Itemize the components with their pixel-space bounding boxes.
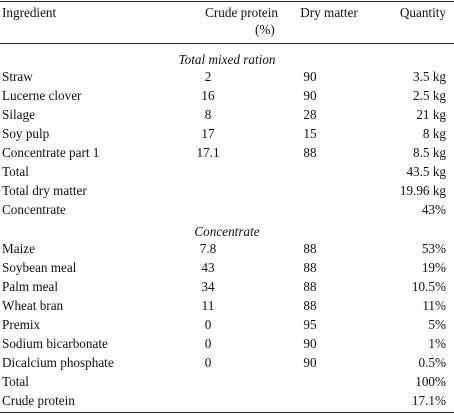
crude-protein-cell: 17.1	[196, 145, 220, 160]
header-row: Ingredient Crude protein Dry matter Quan…	[0, 4, 454, 22]
ingredient-cell: Maize	[2, 241, 35, 256]
quantity-cell: 19%	[421, 260, 446, 275]
quantity-cell: 43%	[421, 202, 446, 217]
header-rule	[0, 43, 454, 44]
crude-protein-cell: 2	[204, 69, 212, 84]
ingredient-cell: Straw	[2, 69, 33, 84]
ingredient-cell: Wheat bran	[2, 298, 64, 313]
dry-matter-cell: 90	[303, 336, 317, 351]
crude-protein-cell: 34	[201, 279, 215, 294]
ingredient-cell: Silage	[2, 107, 35, 122]
header-ingredient: Ingredient	[2, 5, 57, 20]
table-row: Crude protein 17.1%	[0, 392, 454, 410]
header-quantity: Quantity	[399, 5, 446, 20]
crude-protein-cell: 8	[204, 107, 212, 122]
bottom-rule	[0, 412, 454, 413]
quantity-cell: 2.5 kg	[413, 88, 446, 103]
crude-protein-cell: 0	[204, 336, 212, 351]
section-title-concentrate: Concentrate	[194, 224, 260, 239]
ingredient-cell: Total	[2, 374, 29, 389]
table-row: Straw 2 90 3.5 kg	[0, 68, 454, 86]
header-dry-matter: Dry matter	[300, 5, 358, 20]
ingredient-cell: Lucerne clover	[2, 88, 82, 103]
ingredient-cell: Dicalcium phosphate	[2, 355, 114, 370]
crude-protein-cell: 7.8	[199, 241, 217, 256]
quantity-cell: 10.5%	[411, 279, 446, 294]
quantity-cell: 21 kg	[416, 107, 446, 122]
table-row: Soy pulp 17 15 8 kg	[0, 125, 454, 143]
quantity-cell: 100%	[415, 374, 446, 389]
crude-protein-cell: 0	[204, 355, 212, 370]
top-rule	[0, 1, 454, 2]
quantity-cell: 8 kg	[422, 126, 446, 141]
dry-matter-cell: 90	[303, 69, 317, 84]
table-row: Concentrate part 1 17.1 88 8.5 kg	[0, 144, 454, 162]
crude-protein-cell: 11	[201, 298, 215, 313]
ingredient-cell: Concentrate part 1	[2, 145, 100, 160]
dry-matter-cell: 88	[303, 145, 317, 160]
ingredient-cell: Total dry matter	[2, 183, 87, 198]
dry-matter-cell: 90	[303, 355, 317, 370]
header-crude-protein: Crude protein	[205, 5, 278, 20]
ingredient-cell: Concentrate	[2, 202, 66, 217]
table-row: Maize 7.8 88 53%	[0, 240, 454, 258]
quantity-cell: 0.5%	[418, 355, 446, 370]
quantity-cell: 8.5 kg	[413, 145, 446, 160]
table-row: Total dry matter 19.96 kg	[0, 182, 454, 200]
crude-protein-cell: 43	[201, 260, 215, 275]
quantity-cell: 11%	[422, 298, 446, 313]
header-row-2: (%)	[0, 21, 454, 39]
table-row: Wheat bran 11 88 11%	[0, 297, 454, 315]
dry-matter-cell: 88	[303, 298, 317, 313]
dry-matter-cell: 88	[303, 279, 317, 294]
dry-matter-cell: 88	[303, 260, 317, 275]
table-row: Premix 0 95 5%	[0, 316, 454, 334]
dry-matter-cell: 90	[303, 88, 317, 103]
table-row: Palm meal 34 88 10.5%	[0, 278, 454, 296]
table-row: Dicalcium phosphate 0 90 0.5%	[0, 354, 454, 372]
table-row: Total 43.5 kg	[0, 163, 454, 181]
ingredient-cell: Crude protein	[2, 393, 75, 408]
quantity-cell: 3.5 kg	[413, 69, 446, 84]
quantity-cell: 5%	[428, 317, 446, 332]
quantity-cell: 17.1%	[411, 393, 446, 408]
table-row: Concentrate 43%	[0, 201, 454, 219]
quantity-cell: 43.5 kg	[406, 164, 446, 179]
table-row: Sodium bicarbonate 0 90 1%	[0, 335, 454, 353]
table-row: Lucerne clover 16 90 2.5 kg	[0, 87, 454, 105]
crude-protein-cell: 0	[204, 317, 212, 332]
table-row: Soybean meal 43 88 19%	[0, 259, 454, 277]
quantity-cell: 19.96 kg	[399, 183, 446, 198]
quantity-cell: 53%	[421, 241, 446, 256]
crude-protein-cell: 17	[201, 126, 215, 141]
table-row: Total 100%	[0, 373, 454, 391]
ingredient-cell: Total	[2, 164, 29, 179]
dry-matter-cell: 88	[303, 241, 317, 256]
quantity-cell: 1%	[428, 336, 446, 351]
crude-protein-cell: 16	[201, 88, 215, 103]
ingredient-cell: Soybean meal	[2, 260, 77, 275]
ingredient-cell: Palm meal	[2, 279, 59, 294]
section-title-tmr: Total mixed ration	[178, 52, 276, 67]
ingredient-cell: Sodium bicarbonate	[2, 336, 108, 351]
dry-matter-cell: 15	[303, 126, 317, 141]
ingredient-cell: Premix	[2, 317, 41, 332]
dry-matter-cell: 95	[303, 317, 317, 332]
table-row: Silage 8 28 21 kg	[0, 106, 454, 124]
dry-matter-cell: 28	[303, 107, 317, 122]
ingredient-cell: Soy pulp	[2, 126, 50, 141]
header-crude-protein-unit: (%)	[255, 22, 275, 37]
